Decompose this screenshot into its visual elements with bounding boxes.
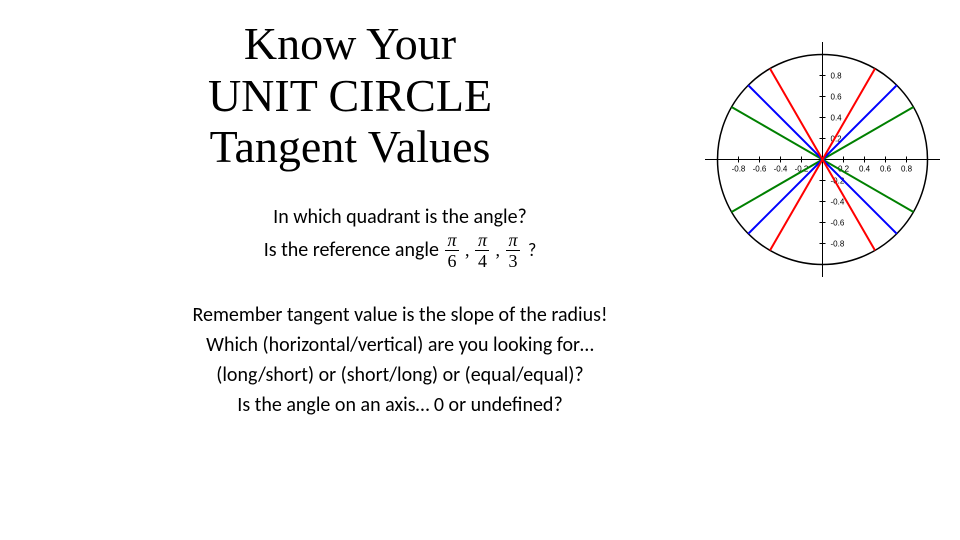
question-2: Is the reference angle π 6 , π 4 , π 3 ?	[264, 231, 537, 270]
svg-text:0.8: 0.8	[831, 72, 843, 81]
title-line-2: UNIT CIRCLE	[208, 70, 492, 121]
svg-text:-0.8: -0.8	[831, 240, 845, 249]
body-line-2: Which (horizontal/vertical) are you look…	[0, 330, 800, 360]
svg-text:0.6: 0.6	[831, 93, 843, 102]
svg-text:-0.4: -0.4	[831, 198, 845, 207]
body-line-3: (long/short) or (short/long) or (equal/e…	[0, 360, 800, 390]
question-mark: ?	[528, 238, 536, 262]
svg-text:0.8: 0.8	[901, 165, 913, 174]
svg-text:-0.6: -0.6	[831, 219, 845, 228]
svg-text:0.4: 0.4	[859, 165, 871, 174]
svg-text:0.6: 0.6	[880, 165, 892, 174]
question-2-prefix: Is the reference angle	[264, 237, 439, 264]
question-block: In which quadrant is the angle? Is the r…	[0, 204, 800, 270]
svg-text:-0.8: -0.8	[732, 165, 746, 174]
body-line-4: Is the angle on an axis… 0 or undefined?	[0, 390, 800, 420]
page-title: Know Your UNIT CIRCLE Tangent Values	[0, 18, 700, 173]
unit-circle-svg: -0.8-0.6-0.4-0.20.20.40.60.8-0.8-0.6-0.4…	[705, 42, 940, 277]
fraction-3: π 3	[506, 231, 520, 270]
fraction-2: π 4	[475, 231, 489, 270]
svg-text:-0.6: -0.6	[753, 165, 767, 174]
fraction-1: π 6	[445, 231, 459, 270]
title-line-3: Tangent Values	[210, 121, 491, 172]
svg-text:0.4: 0.4	[831, 114, 843, 123]
unit-circle-chart: -0.8-0.6-0.4-0.20.20.40.60.8-0.8-0.6-0.4…	[705, 42, 940, 282]
question-1: In which quadrant is the angle?	[0, 204, 800, 231]
body-line-1: Remember tangent value is the slope of t…	[0, 300, 800, 330]
fraction-group: π 6 , π 4 , π 3 ?	[445, 231, 536, 270]
title-line-1: Know Your	[244, 18, 456, 69]
svg-text:-0.4: -0.4	[774, 165, 788, 174]
body-block: Remember tangent value is the slope of t…	[0, 300, 800, 420]
